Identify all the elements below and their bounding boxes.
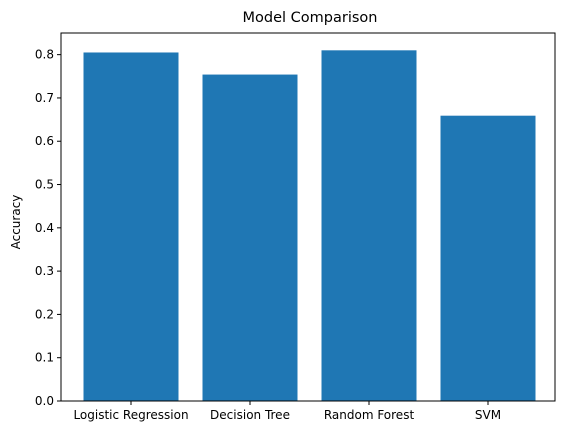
chart-title: Model Comparison [243,10,378,26]
y-tick-label: 0.6 [35,134,54,148]
x-tick-label: Decision Tree [210,408,290,422]
x-tick-label: Random Forest [324,408,415,422]
y-tick-label: 0.8 [35,48,54,62]
y-tick-label: 0.2 [35,307,54,321]
bar-logistic-regression [83,52,179,401]
x-tick-label: SVM [475,408,501,422]
y-tick-label: 0.4 [35,221,54,235]
y-axis-label: Accuracy [9,195,23,250]
y-tick-label: 0.1 [35,351,54,365]
plot-area: Logistic Regression Decision Tree Random F… [35,32,556,422]
plot-frame [60,32,556,402]
y-tick-label: 0.5 [35,178,54,192]
bar-decision-tree [202,74,298,402]
bar-svm [440,115,536,401]
x-tick-label: Logistic Regression [73,408,188,422]
y-tick-label: 0.7 [35,91,54,105]
y-tick-label: 0.0 [35,394,54,408]
y-tick-label: 0.3 [35,264,54,278]
bar-random-forest [321,50,417,401]
